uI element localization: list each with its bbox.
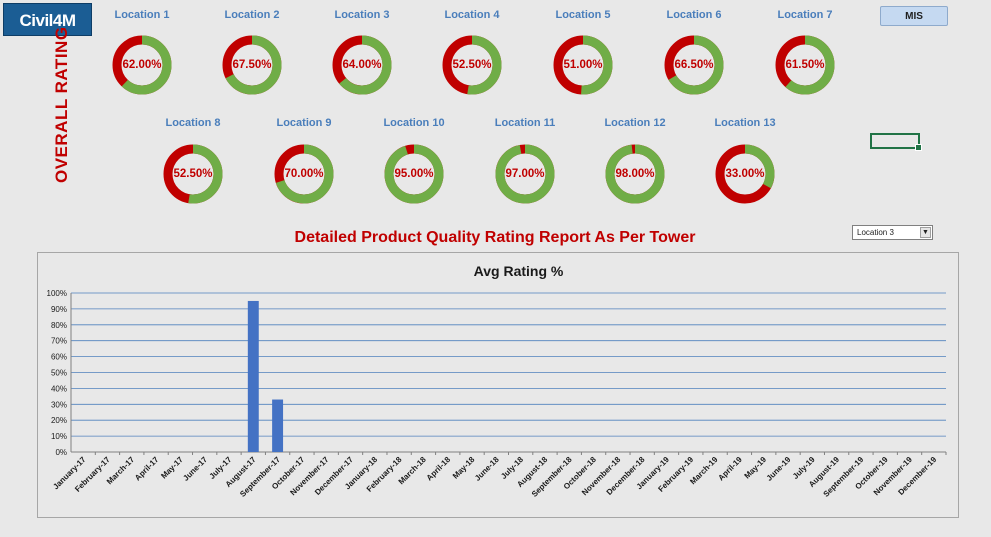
y-tick-label: 40% <box>51 384 67 393</box>
location-title-8: Location 8 <box>165 117 221 129</box>
location-rating-value-8: 52.50% <box>173 168 213 180</box>
location-donut-4 <box>442 35 502 95</box>
donut-rating-arc <box>163 144 223 204</box>
y-tick-label: 30% <box>51 400 67 409</box>
donut-rating-arc <box>664 35 724 95</box>
location-title-3: Location 3 <box>334 9 390 21</box>
location-title-4: Location 4 <box>444 9 500 21</box>
x-tick-label: June-18 <box>473 455 501 483</box>
chart-title: Avg Rating % <box>474 263 564 279</box>
fill-handle[interactable] <box>915 144 922 151</box>
donut-rating-arc <box>112 35 172 95</box>
location-title-13: Location 13 <box>714 117 776 129</box>
y-tick-label: 0% <box>55 448 67 457</box>
location-donut-9 <box>274 144 334 204</box>
y-tick-label: 20% <box>51 416 67 425</box>
location-title-5: Location 5 <box>555 9 611 21</box>
y-tick-label: 70% <box>51 337 67 346</box>
location-donut-5 <box>553 35 613 95</box>
chevron-down-icon[interactable]: ▼ <box>920 227 931 238</box>
location-title-1: Location 1 <box>114 9 170 21</box>
donut-rating-arc <box>495 144 555 204</box>
selected-cell[interactable] <box>870 133 922 151</box>
donut-rating-arc <box>384 144 444 204</box>
location-rating-value-1: 62.00% <box>122 59 162 71</box>
location-rating-value-7: 61.50% <box>785 59 825 71</box>
location-rating-value-11: 97.00% <box>505 168 545 180</box>
x-tick-label: April-18 <box>425 455 453 483</box>
y-tick-label: 50% <box>51 369 67 378</box>
bar-September-17 <box>272 399 284 452</box>
report-title: Detailed Product Quality Rating Report A… <box>294 229 696 246</box>
donut-rating-arc <box>274 144 334 204</box>
donut-rating-arc <box>222 35 282 95</box>
location-donut-13 <box>715 144 775 204</box>
mis-button[interactable]: MIS <box>880 6 948 26</box>
location-title-6: Location 6 <box>666 9 722 21</box>
donut-rating-arc <box>553 35 613 95</box>
donut-rating-arc <box>715 144 775 204</box>
location-donut-10 <box>384 144 444 204</box>
donut-rating-arc <box>775 35 835 95</box>
donut-rating-arc <box>442 35 502 95</box>
location-donut-2 <box>222 35 282 95</box>
location-donut-1 <box>112 35 172 95</box>
location-donut-11 <box>495 144 555 204</box>
location-title-7: Location 7 <box>777 9 833 21</box>
location-donut-12 <box>605 144 665 204</box>
location-donut-6 <box>664 35 724 95</box>
app-logo: Civil4M <box>3 3 92 36</box>
location-rating-value-3: 64.00% <box>342 59 382 71</box>
location-rating-value-2: 67.50% <box>232 59 272 71</box>
location-donut-7 <box>775 35 835 95</box>
location-donut-3 <box>332 35 392 95</box>
chart-area <box>37 252 959 518</box>
donut-rating-arc <box>332 35 392 95</box>
location-title-10: Location 10 <box>383 117 445 129</box>
location-title-2: Location 2 <box>224 9 280 21</box>
location-select-value: Location 3 <box>857 228 894 237</box>
location-title-12: Location 12 <box>604 117 666 129</box>
location-donut-8 <box>163 144 223 204</box>
donut-rating-arc <box>605 144 665 204</box>
location-rating-value-6: 66.50% <box>674 59 714 71</box>
location-rating-value-10: 95.00% <box>394 168 434 180</box>
location-rating-value-4: 52.50% <box>452 59 492 71</box>
location-rating-value-9: 70.00% <box>284 168 324 180</box>
location-title-9: Location 9 <box>276 117 332 129</box>
y-tick-label: 80% <box>51 321 67 330</box>
y-tick-label: 90% <box>51 305 67 314</box>
location-rating-value-5: 51.00% <box>563 59 603 71</box>
x-tick-label: June-19 <box>765 455 793 483</box>
location-rating-value-13: 33.00% <box>725 168 765 180</box>
x-tick-label: June-17 <box>181 455 209 483</box>
location-title-11: Location 11 <box>494 117 556 129</box>
y-tick-label: 100% <box>47 289 67 298</box>
avg-rating-chart: Avg Rating % 0% 10% 20% 30% 40% 50% 60% 70% 80% 90… <box>47 263 947 499</box>
x-tick-label: April-19 <box>716 455 744 483</box>
y-tick-label: 10% <box>51 432 67 441</box>
y-tick-label: 60% <box>51 353 67 362</box>
x-tick-label: April-17 <box>133 455 161 483</box>
location-select[interactable]: Location 3 ▼ <box>852 225 933 240</box>
bar-August-17 <box>247 300 259 452</box>
overall-rating-label: OVERALL RATING <box>52 26 71 183</box>
location-rating-value-12: 98.00% <box>615 168 655 180</box>
